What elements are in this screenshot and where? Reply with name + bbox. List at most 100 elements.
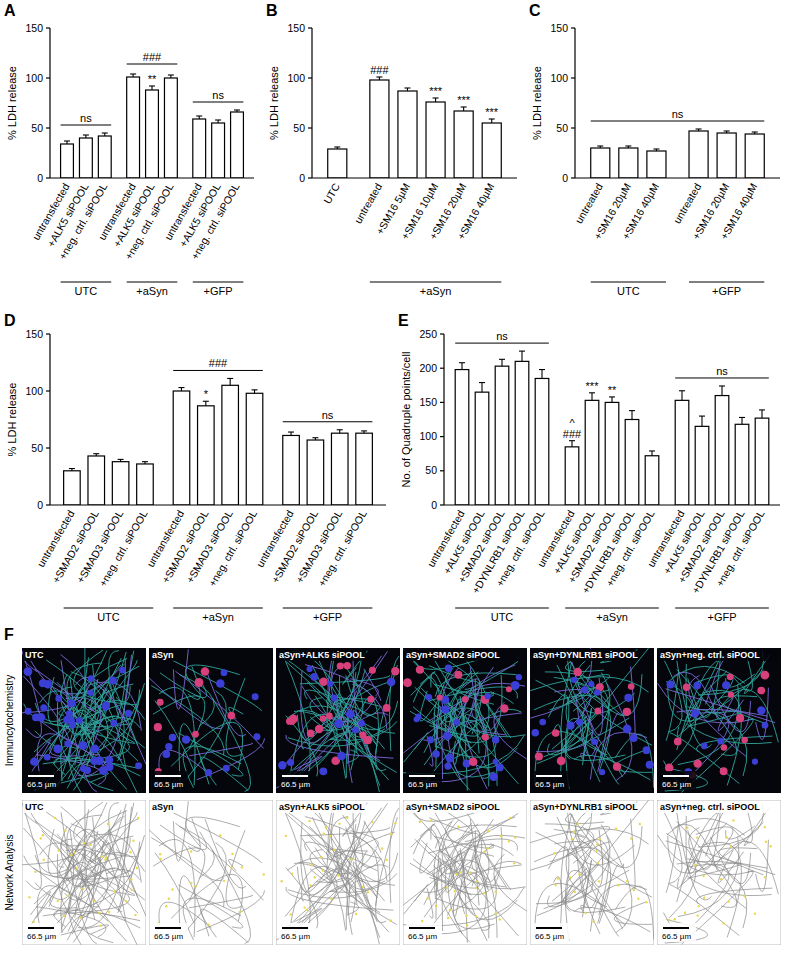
x-tick-label: +neg. ctrl. siPOOL bbox=[603, 508, 657, 589]
error-bar bbox=[230, 378, 231, 385]
title-patch bbox=[150, 649, 177, 661]
node-point bbox=[385, 859, 387, 861]
panel-f: FImmuncytochemistryNetwork AnalysisUTC66… bbox=[4, 626, 781, 945]
significance-label: *** bbox=[429, 85, 443, 97]
node-point bbox=[435, 905, 437, 907]
nucleus bbox=[102, 701, 110, 709]
node-point bbox=[308, 820, 310, 822]
scale-patch bbox=[25, 923, 61, 942]
nucleus bbox=[278, 761, 286, 769]
group-line bbox=[173, 607, 263, 608]
bar bbox=[755, 418, 769, 505]
node-point bbox=[475, 887, 477, 889]
neurite bbox=[415, 687, 526, 737]
network-edge bbox=[36, 803, 107, 919]
group-label: +aSyn bbox=[596, 611, 628, 623]
node-point bbox=[698, 905, 700, 907]
nucleus bbox=[383, 704, 391, 712]
node-point bbox=[325, 826, 327, 828]
network-edge bbox=[445, 839, 472, 892]
neurite bbox=[431, 672, 450, 706]
nucleus bbox=[221, 669, 228, 676]
neurite bbox=[201, 757, 249, 790]
scale-patch bbox=[25, 771, 61, 790]
node-point bbox=[571, 838, 573, 840]
nucleus bbox=[88, 675, 95, 682]
y-axis-title: % LDH release bbox=[6, 66, 18, 140]
node-point bbox=[509, 817, 511, 819]
node-point bbox=[460, 871, 462, 873]
bars bbox=[455, 351, 769, 505]
network-edge bbox=[571, 840, 609, 916]
bar bbox=[454, 111, 473, 178]
y-tick-label: 100 bbox=[25, 385, 43, 397]
nucleus bbox=[391, 667, 399, 675]
neurite bbox=[420, 691, 436, 721]
error-bar bbox=[541, 370, 542, 379]
neurite bbox=[35, 669, 95, 712]
bar bbox=[689, 131, 708, 178]
node-point bbox=[696, 914, 698, 916]
node-point bbox=[367, 891, 369, 893]
x-tick-label: +SM16 40µM bbox=[619, 181, 661, 242]
panel-e: E050100150200250No. of Quadruple points/… bbox=[398, 312, 780, 623]
neurite bbox=[438, 670, 471, 743]
nucleus bbox=[331, 694, 338, 701]
neurite bbox=[151, 686, 224, 756]
nucleus bbox=[594, 708, 601, 715]
error-bar bbox=[631, 411, 632, 420]
annotation: ns bbox=[716, 365, 728, 377]
network-edge bbox=[677, 861, 768, 868]
y-tick-label: 0 bbox=[37, 499, 43, 511]
significance-label: ^ bbox=[569, 417, 575, 429]
node-point bbox=[637, 897, 639, 899]
significance-label: * bbox=[204, 388, 209, 400]
network-edge bbox=[689, 828, 746, 909]
bar bbox=[193, 119, 206, 178]
nucleus bbox=[516, 674, 522, 680]
error-cap bbox=[699, 416, 705, 417]
scale-bar bbox=[155, 927, 181, 929]
network-image bbox=[657, 800, 781, 945]
nucleus bbox=[289, 715, 298, 724]
nucleus bbox=[334, 719, 343, 728]
y-tick bbox=[46, 27, 50, 28]
bar bbox=[112, 462, 129, 505]
node-point bbox=[554, 884, 556, 886]
nucleus bbox=[437, 694, 443, 700]
network-edge bbox=[189, 895, 252, 908]
neurite bbox=[574, 755, 650, 780]
neurite bbox=[149, 678, 224, 729]
node-point bbox=[454, 890, 456, 892]
micrograph bbox=[276, 648, 400, 793]
nucleus bbox=[165, 743, 172, 750]
scale-bar bbox=[28, 775, 54, 777]
y-axis bbox=[49, 28, 50, 178]
node-point bbox=[732, 819, 734, 821]
y-axis-title: % LDH release bbox=[268, 66, 280, 140]
bar bbox=[455, 370, 469, 505]
nucleus bbox=[44, 754, 51, 761]
neurite bbox=[307, 682, 398, 730]
network-edge bbox=[185, 843, 226, 932]
nucleus bbox=[493, 759, 499, 765]
nucleus bbox=[344, 662, 351, 669]
network-edge bbox=[307, 834, 398, 882]
nucleus bbox=[693, 682, 701, 690]
network-edge bbox=[590, 884, 647, 931]
nucleus bbox=[574, 668, 583, 677]
neurite bbox=[334, 699, 369, 730]
network-edge bbox=[536, 832, 587, 915]
node-point bbox=[499, 918, 501, 920]
nucleus bbox=[192, 731, 199, 738]
row-label: Network Analysis bbox=[4, 834, 15, 910]
nucleus bbox=[227, 712, 235, 720]
neurite bbox=[22, 651, 41, 738]
scale-bar-label: 66.5 µm bbox=[154, 932, 183, 941]
node-point bbox=[484, 850, 486, 852]
node-point bbox=[129, 851, 131, 853]
node-point bbox=[626, 880, 628, 882]
node-point bbox=[596, 843, 598, 845]
error-cap bbox=[337, 429, 343, 430]
nucleus bbox=[387, 678, 396, 687]
